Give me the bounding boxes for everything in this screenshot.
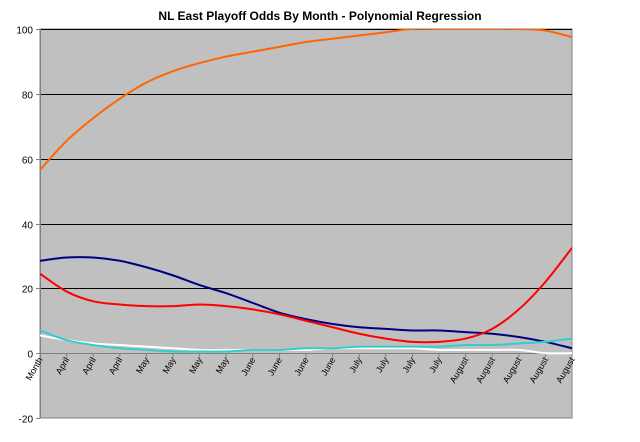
y-tick-label: -20 — [19, 415, 34, 426]
series-line-5 — [40, 329, 572, 353]
chart-title: NL East Playoff Odds By Month - Polynomi… — [158, 9, 481, 23]
y-tick-label: 80 — [22, 91, 34, 102]
series-line-1 — [40, 29, 572, 171]
series-line-4 — [40, 334, 572, 355]
y-tick-label: 0 — [27, 350, 33, 361]
series-line-3 — [40, 247, 572, 344]
y-tick-label: 100 — [16, 26, 33, 37]
y-tick-label: 60 — [22, 156, 34, 167]
y-tick-label: 40 — [22, 221, 34, 232]
y-tick-label: 20 — [22, 285, 34, 296]
